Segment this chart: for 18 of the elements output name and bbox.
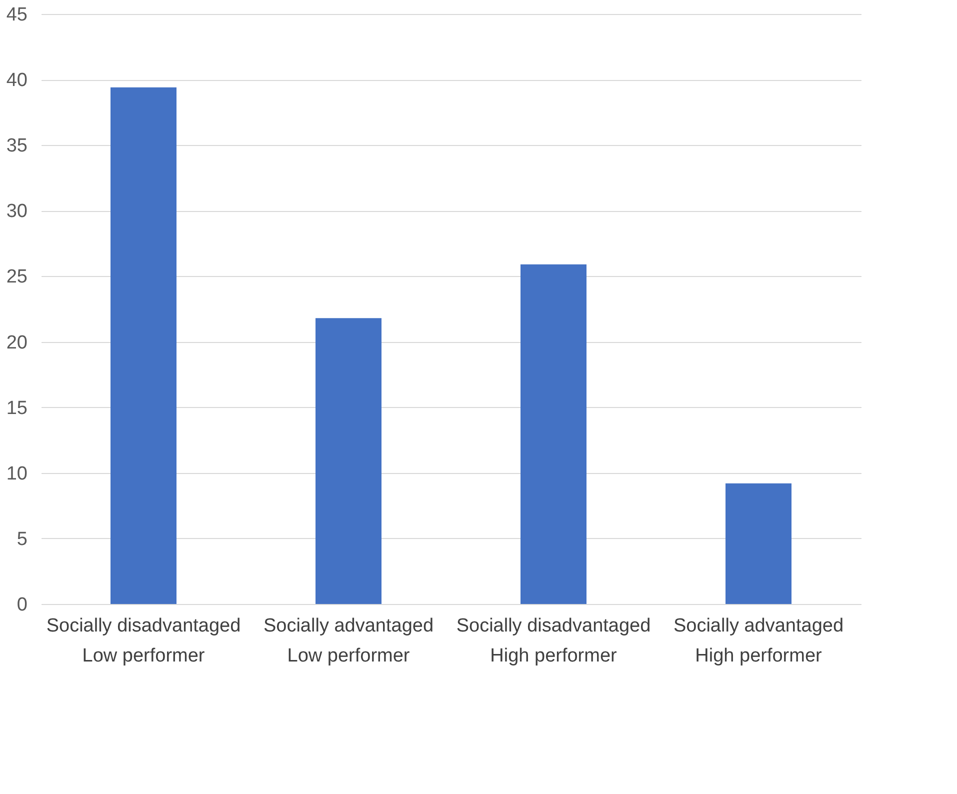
- bar: [110, 87, 176, 604]
- y-tick-label: 35: [6, 136, 28, 157]
- y-tick-label: 0: [16, 594, 28, 616]
- y-tick-label: 45: [6, 4, 28, 26]
- y-tick-label: 5: [16, 528, 28, 550]
- x-tick-label: Socially advantaged Low performer: [263, 616, 434, 666]
- bar: [726, 483, 792, 604]
- bar: [316, 318, 382, 604]
- y-tick-label: 30: [6, 201, 28, 222]
- x-tick-label: Socially disadvantaged High performer: [456, 616, 651, 666]
- y-tick-label: 10: [6, 463, 28, 484]
- y-tick-label: 20: [6, 332, 28, 354]
- x-tick-label: Socially disadvantaged Low performer: [46, 616, 241, 666]
- bar: [520, 264, 586, 604]
- y-tick-label: 40: [6, 70, 28, 92]
- x-tick-label: Socially advantaged High performer: [673, 616, 844, 666]
- y-tick-label: 15: [6, 398, 28, 419]
- y-tick-label: 25: [6, 266, 28, 288]
